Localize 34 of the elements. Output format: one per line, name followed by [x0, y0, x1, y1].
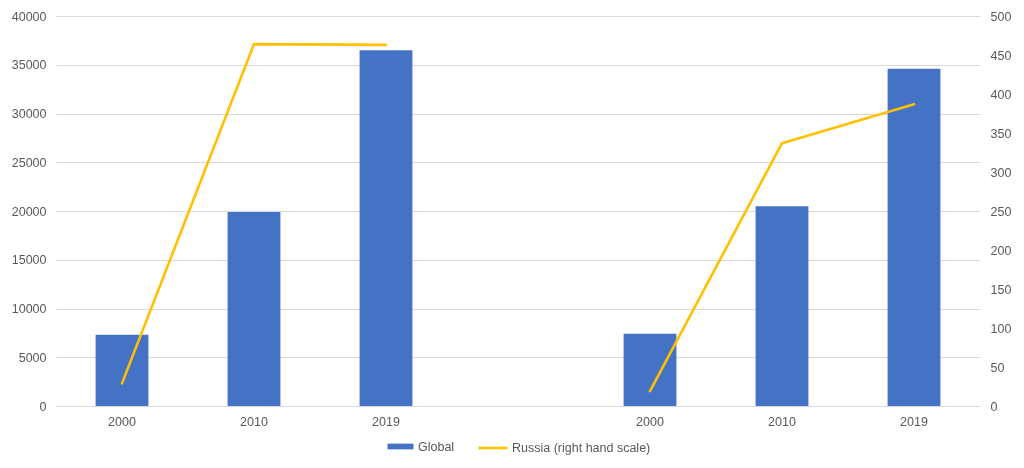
- y2-tick-label: 50: [990, 360, 1005, 375]
- bar: [887, 68, 941, 406]
- y2-tick-label: 100: [990, 321, 1012, 336]
- legend-label: Global: [418, 439, 455, 454]
- y-tick-label: 10000: [11, 302, 47, 316]
- y-tick-label: 0: [39, 399, 47, 414]
- y-tick-label: 35000: [11, 58, 47, 73]
- y-tick-label: 30000: [11, 107, 47, 121]
- y2-tick-label: 300: [990, 165, 1012, 180]
- bar: [227, 211, 281, 406]
- x-tick-label: 2019: [900, 414, 928, 429]
- y2-tick-label: 450: [990, 48, 1012, 63]
- y2-tick-label: 200: [990, 243, 1012, 258]
- bar: [359, 50, 413, 406]
- y2-tick-label: 0: [990, 399, 998, 414]
- y2-tick-label: 400: [990, 87, 1012, 102]
- x-tick-label: 2000: [108, 414, 136, 429]
- legend-label: Russia (right hand scale): [512, 441, 651, 455]
- y2-tick-label: 350: [990, 126, 1012, 141]
- y2-tick-label: 250: [990, 204, 1012, 219]
- x-tick-label: 2019: [372, 414, 400, 429]
- bar: [623, 333, 677, 406]
- y-tick-label: 20000: [11, 204, 47, 219]
- y-tick-label: 25000: [11, 155, 47, 170]
- bar: [755, 206, 809, 406]
- y-tick-label: 40000: [11, 9, 47, 24]
- x-tick-label: 2010: [768, 414, 796, 429]
- x-tick-label: 2010: [240, 414, 268, 429]
- y-tick-label: 5000: [18, 350, 47, 365]
- x-tick-label: 2000: [636, 414, 664, 429]
- y2-tick-label: 150: [990, 282, 1012, 297]
- y2-tick-label: 500: [990, 9, 1012, 24]
- y-tick-label: 15000: [11, 253, 47, 268]
- bar: [95, 334, 149, 406]
